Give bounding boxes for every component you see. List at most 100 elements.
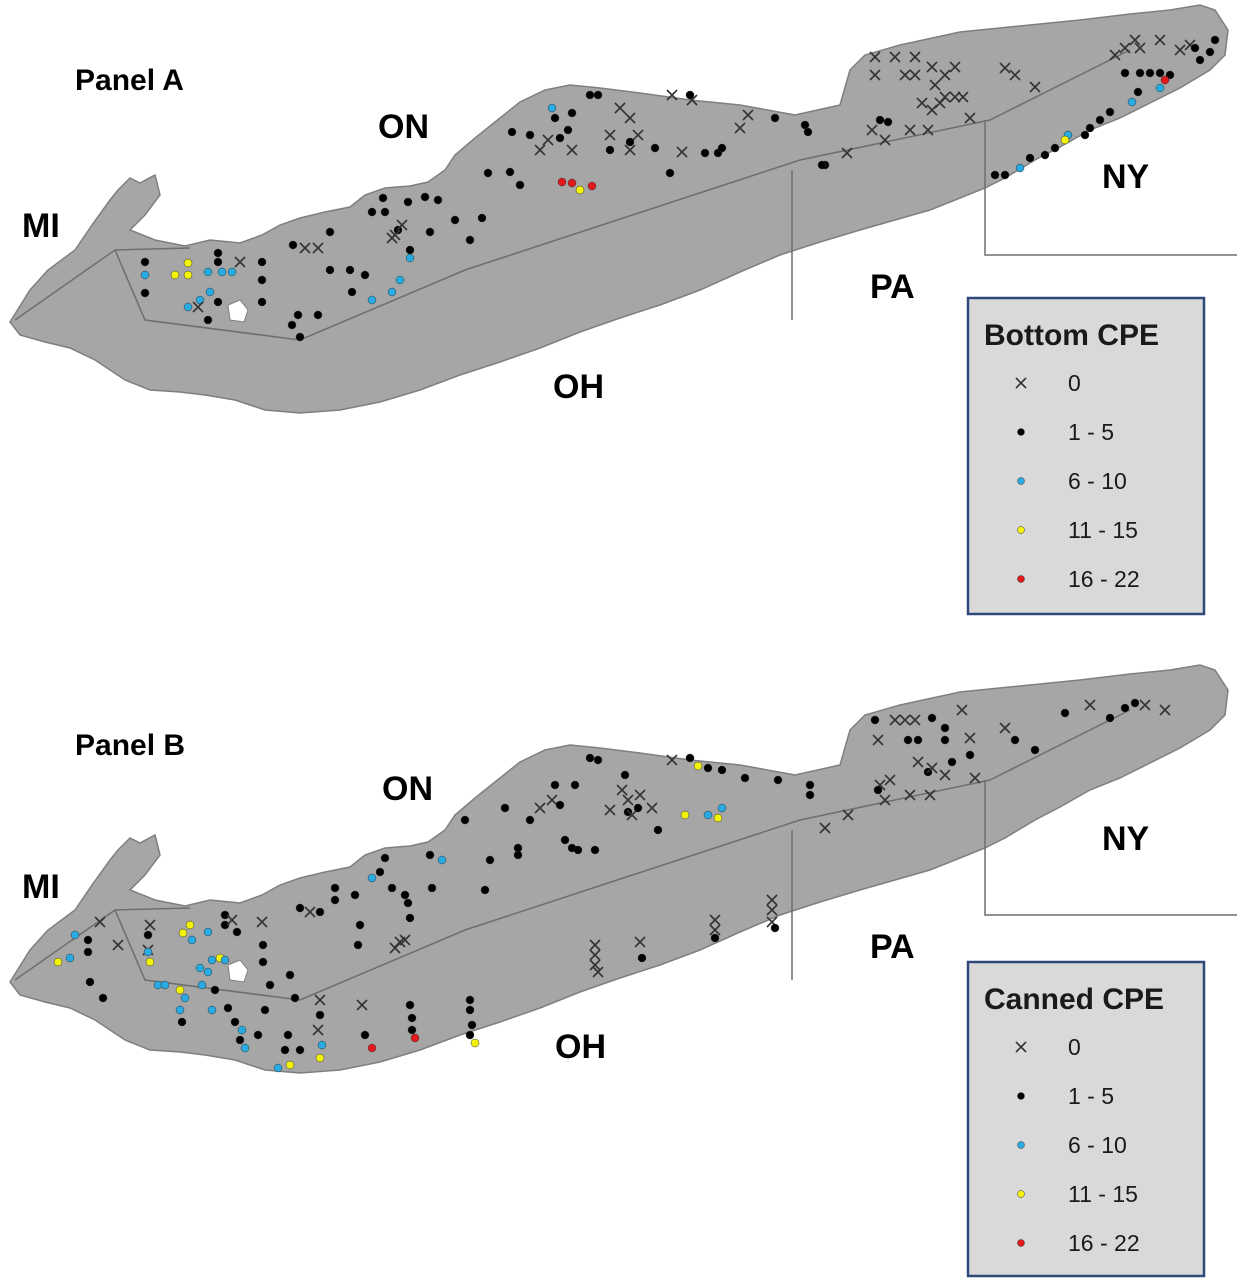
station-marker bbox=[515, 180, 525, 190]
station-marker bbox=[1119, 42, 1131, 54]
station-marker bbox=[427, 883, 437, 893]
station-marker bbox=[425, 227, 435, 237]
station-marker bbox=[304, 906, 316, 918]
panel-b-on-label: ON bbox=[382, 770, 433, 808]
station-marker bbox=[614, 102, 626, 114]
station-marker bbox=[947, 757, 957, 767]
panel-b-station-markers bbox=[53, 698, 1171, 1073]
station-marker bbox=[604, 129, 616, 141]
station-marker bbox=[360, 1030, 370, 1040]
panel-a-legend-items: 0 1 - 5 6 - 10 11 - 15 16 - 22 bbox=[1015, 370, 1140, 592]
panel-b-legend-items: 0 1 - 5 6 - 10 11 - 15 16 - 22 bbox=[1015, 1034, 1140, 1256]
station-marker bbox=[703, 810, 713, 820]
panel-b: Panel B MI ON NY PA OH Canned CPE 0 1 - 5… bbox=[9, 664, 1237, 1278]
station-marker bbox=[387, 287, 397, 297]
station-marker bbox=[1145, 68, 1155, 78]
station-marker bbox=[525, 130, 535, 140]
legend-label-4: 16 - 22 bbox=[1068, 566, 1140, 592]
station-marker bbox=[637, 953, 647, 963]
station-marker bbox=[207, 1005, 217, 1015]
station-marker bbox=[295, 1045, 305, 1055]
station-marker bbox=[1015, 163, 1025, 173]
station-marker bbox=[257, 257, 267, 267]
panel-a-station-markers bbox=[140, 34, 1220, 342]
station-marker bbox=[389, 229, 401, 241]
station-marker bbox=[904, 124, 916, 136]
station-marker bbox=[1085, 123, 1095, 133]
station-marker bbox=[1030, 745, 1040, 755]
station-marker bbox=[220, 955, 230, 965]
legend-symbol-1 bbox=[1017, 1092, 1025, 1100]
station-marker bbox=[220, 910, 230, 920]
station-marker bbox=[999, 722, 1011, 734]
legend-symbol-2 bbox=[1017, 477, 1025, 485]
station-marker bbox=[620, 770, 630, 780]
station-marker bbox=[350, 890, 360, 900]
station-marker bbox=[957, 91, 969, 103]
station-marker bbox=[593, 755, 603, 765]
legend-label-2: 6 - 10 bbox=[1068, 468, 1127, 494]
station-marker bbox=[175, 985, 185, 995]
station-marker bbox=[593, 90, 603, 100]
station-marker bbox=[223, 1003, 233, 1013]
station-marker bbox=[465, 995, 475, 1005]
station-marker bbox=[178, 928, 188, 938]
panel-a-title: Panel A bbox=[75, 64, 184, 97]
station-marker bbox=[465, 1030, 475, 1040]
station-marker bbox=[367, 295, 377, 305]
station-marker bbox=[380, 853, 390, 863]
legend-label-1: 1 - 5 bbox=[1068, 1083, 1114, 1109]
station-marker bbox=[140, 257, 150, 267]
station-marker bbox=[399, 934, 411, 946]
station-marker bbox=[1010, 735, 1020, 745]
station-marker bbox=[140, 288, 150, 298]
station-marker bbox=[924, 789, 936, 801]
station-marker bbox=[685, 90, 695, 100]
station-marker bbox=[842, 809, 854, 821]
station-marker bbox=[1120, 68, 1130, 78]
station-marker bbox=[563, 125, 573, 135]
legend-label-0: 0 bbox=[1068, 370, 1081, 396]
panel-b-legend: Canned CPE 0 1 - 5 6 - 10 11 - 15 16 - 22 bbox=[966, 960, 1206, 1278]
station-marker bbox=[934, 97, 946, 109]
station-marker bbox=[356, 999, 368, 1011]
station-marker bbox=[703, 763, 713, 773]
station-marker bbox=[1139, 699, 1151, 711]
station-marker bbox=[650, 143, 660, 153]
station-marker bbox=[710, 933, 720, 943]
station-marker bbox=[1133, 87, 1143, 97]
station-marker bbox=[410, 1033, 420, 1043]
station-marker bbox=[566, 144, 578, 156]
station-marker bbox=[592, 966, 604, 978]
panel-a-legend-title: Bottom CPE bbox=[984, 319, 1159, 352]
station-marker bbox=[483, 168, 493, 178]
station-marker bbox=[904, 789, 916, 801]
station-marker bbox=[140, 270, 150, 280]
station-marker bbox=[470, 1038, 480, 1048]
station-marker bbox=[634, 789, 646, 801]
station-marker bbox=[287, 320, 297, 330]
station-marker bbox=[550, 113, 560, 123]
station-marker bbox=[742, 109, 754, 121]
station-marker bbox=[956, 704, 968, 716]
station-marker bbox=[315, 1010, 325, 1020]
station-marker bbox=[83, 947, 93, 957]
station-marker bbox=[547, 103, 557, 113]
station-marker bbox=[1105, 107, 1115, 117]
station-marker bbox=[480, 885, 490, 895]
station-marker bbox=[94, 916, 106, 928]
station-marker bbox=[253, 1030, 263, 1040]
station-marker bbox=[624, 112, 636, 124]
station-marker bbox=[872, 734, 884, 746]
station-marker bbox=[766, 904, 778, 916]
station-marker bbox=[1159, 704, 1171, 716]
station-marker bbox=[437, 855, 447, 865]
station-marker bbox=[195, 963, 205, 973]
station-marker bbox=[500, 803, 510, 813]
station-marker bbox=[403, 898, 413, 908]
station-marker bbox=[927, 713, 937, 723]
station-marker bbox=[555, 133, 565, 143]
station-marker bbox=[1084, 699, 1096, 711]
panel-b-oh-label: OH bbox=[555, 1028, 606, 1066]
station-marker bbox=[889, 714, 901, 726]
